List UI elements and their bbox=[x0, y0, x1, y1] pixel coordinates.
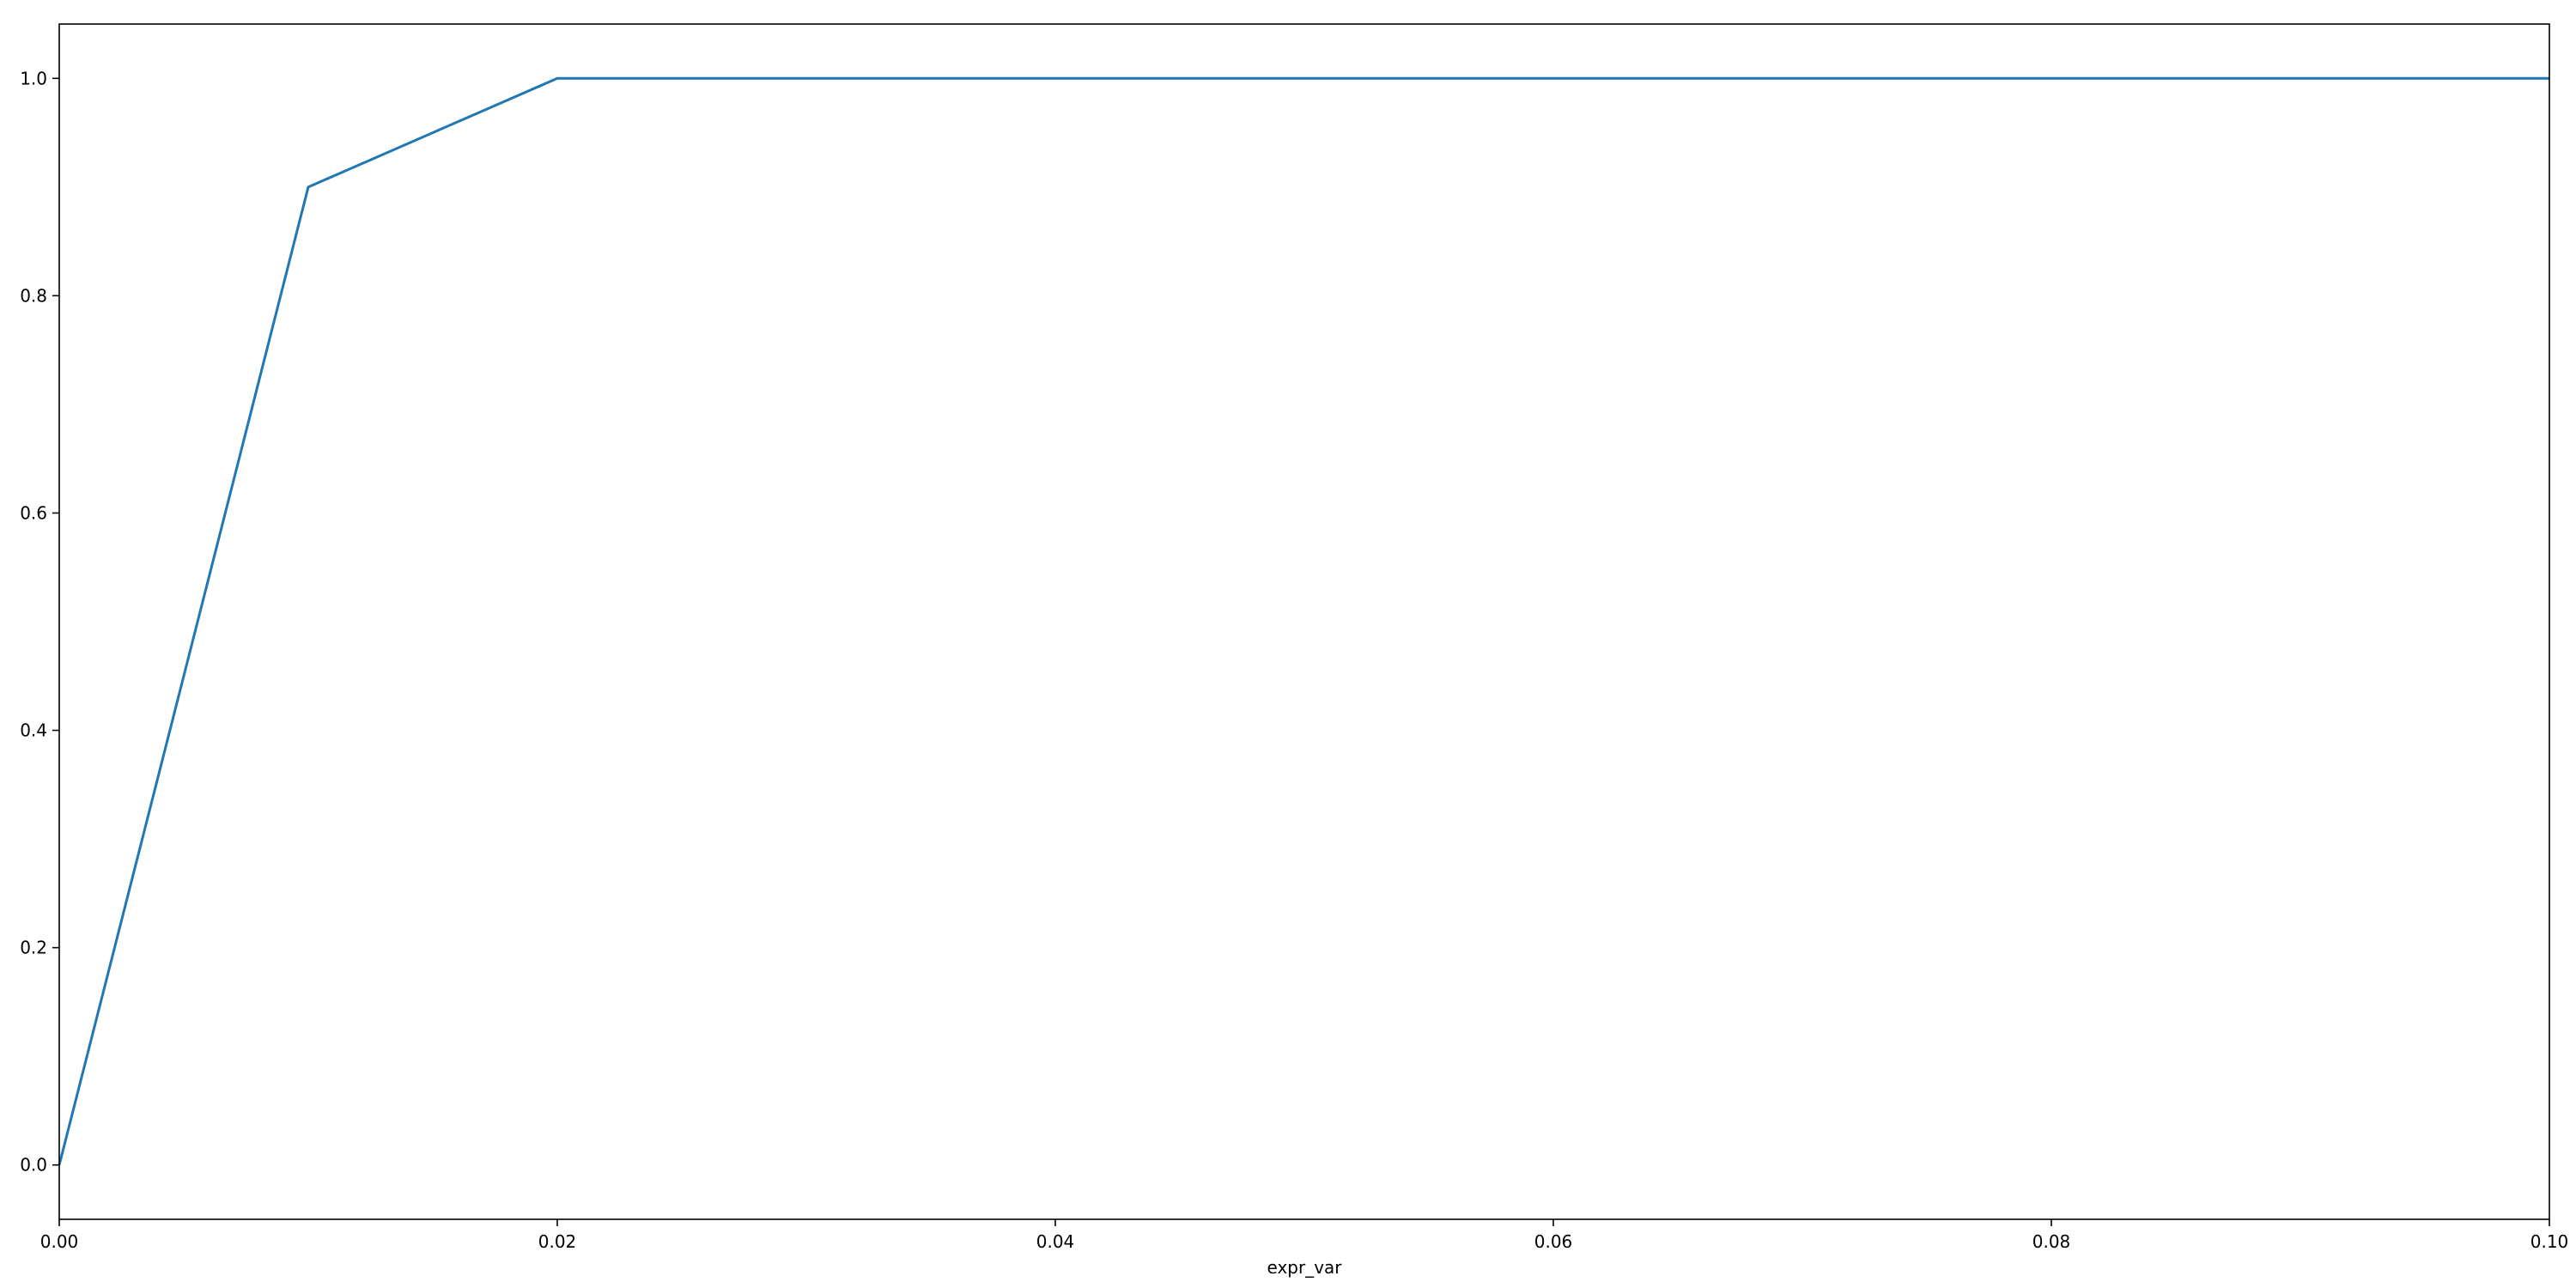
x-axis: 0.00 0.02 0.04 0.06 0.08 0.10 bbox=[40, 1219, 2569, 1252]
y-tick-label: 0.2 bbox=[20, 938, 47, 958]
x-axis-label: expr_var bbox=[1267, 1257, 1342, 1278]
plot-frame bbox=[58, 23, 2550, 1220]
x-tick-label: 0.00 bbox=[40, 1231, 79, 1252]
x-tick-label: 0.10 bbox=[2530, 1231, 2569, 1252]
x-tick-label: 0.06 bbox=[1534, 1231, 1573, 1252]
y-tick-label: 0.6 bbox=[20, 502, 47, 523]
x-tick-label: 0.02 bbox=[538, 1231, 577, 1252]
y-axis: 0.0 0.2 0.4 0.6 0.8 1.0 bbox=[20, 68, 59, 1176]
y-tick-label: 1.0 bbox=[20, 68, 47, 88]
series-layer bbox=[58, 76, 2549, 1166]
series-line bbox=[58, 76, 2549, 1166]
x-tick-label: 0.08 bbox=[2032, 1231, 2071, 1252]
y-tick-label: 0.0 bbox=[20, 1155, 47, 1176]
y-tick-label: 0.4 bbox=[20, 720, 47, 741]
y-tick-label: 0.8 bbox=[20, 285, 47, 306]
x-tick-label: 0.04 bbox=[1036, 1231, 1075, 1252]
